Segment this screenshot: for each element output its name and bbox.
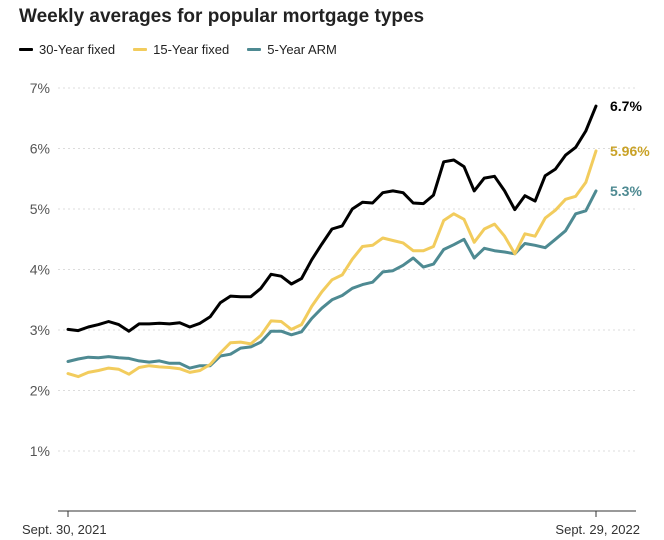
legend-swatch-30-year xyxy=(19,48,33,51)
legend-label-30-year: 30-Year fixed xyxy=(39,42,116,57)
y-tick-label: 6% xyxy=(30,141,50,157)
y-tick-label: 7% xyxy=(30,80,50,96)
x-tick-label: Sept. 30, 2021 xyxy=(22,522,107,537)
end-label: 5.3% xyxy=(610,183,642,199)
series-line-15-year-fixed xyxy=(66,149,598,379)
series-line-5-year-arm xyxy=(66,189,598,370)
y-tick-label: 1% xyxy=(30,443,50,459)
y-tick-label: 3% xyxy=(30,322,50,338)
legend: 30-Year fixed 15-Year fixed 5-Year ARM xyxy=(19,42,337,57)
end-label: 6.7% xyxy=(610,98,642,114)
legend-label-5-year-arm: 5-Year ARM xyxy=(267,42,337,57)
gridlines xyxy=(58,87,636,452)
series-lines xyxy=(66,104,598,379)
legend-swatch-15-year xyxy=(133,48,148,51)
end-label: 5.96% xyxy=(610,143,650,159)
x-axis-ticks: Sept. 30, 2021 Sept. 29, 2022 xyxy=(22,511,640,537)
legend-label-15-year: 15-Year fixed xyxy=(153,42,230,57)
chart-title: Weekly averages for popular mortgage typ… xyxy=(19,6,425,27)
y-tick-label: 5% xyxy=(30,201,50,217)
x-tick-label: Sept. 29, 2022 xyxy=(555,522,640,537)
legend-swatch-5-year-arm xyxy=(247,48,262,51)
legend-item-15-year: 15-Year fixed xyxy=(133,42,229,57)
end-labels: 5.3% 5.96% 6.7% xyxy=(610,98,650,199)
y-axis-ticks: 1% 2% 3% 4% 5% 6% 7% xyxy=(30,80,50,459)
series-line-30-year-fixed xyxy=(66,104,598,333)
legend-item-30-year: 30-Year fixed xyxy=(19,42,115,57)
legend-item-5-year-arm: 5-Year ARM xyxy=(247,42,337,57)
y-tick-label: 2% xyxy=(30,383,50,399)
y-tick-label: 4% xyxy=(30,262,50,278)
